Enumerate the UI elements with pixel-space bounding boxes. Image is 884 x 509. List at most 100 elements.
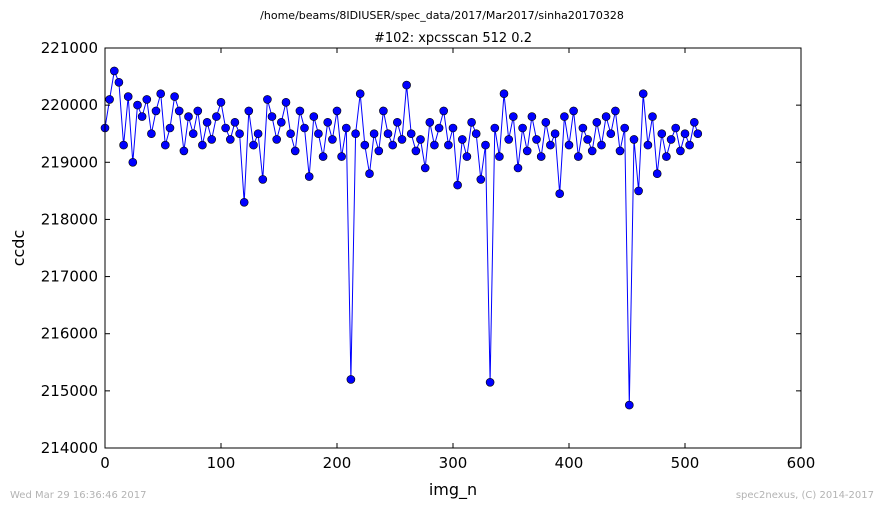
data-point [304,172,314,181]
data-point [546,140,555,150]
data-point [212,112,221,121]
data-point [360,140,370,150]
data-point [239,198,249,207]
data-point [198,140,207,150]
data-point [425,118,435,127]
data-point [202,118,212,127]
data-point [527,112,537,121]
y-tick-label: 221000 [41,39,98,57]
data-point [295,106,305,116]
data-point [467,118,476,127]
data-point [226,135,235,144]
data-point [541,118,551,127]
data-point [174,106,184,116]
data-point [671,123,681,133]
data-point [365,169,374,178]
data-point [276,118,286,127]
x-tick-label: 100 [207,454,236,472]
data-point [123,92,133,101]
data-point [615,146,625,156]
data-point [290,146,300,156]
data-point [230,118,240,127]
data-point [188,129,198,138]
data-point [550,129,560,138]
data-point [392,118,402,127]
footer-credit: spec2nexus, (C) 2014-2017 [736,490,874,501]
data-point [379,106,388,116]
data-point [128,158,138,167]
data-point [430,140,439,150]
data-point [355,89,365,98]
data-point [504,135,514,144]
data-point [578,123,588,133]
y-tick-label: 220000 [41,96,98,114]
data-point [249,140,258,150]
data-point [341,123,351,133]
data-point [420,163,430,173]
data-point [573,152,583,161]
data-point [332,106,342,116]
data-point [629,135,639,144]
data-point [485,377,495,387]
data-point [676,146,685,156]
data-point [318,152,328,161]
data-point [638,89,648,98]
data-point [555,189,565,198]
data-point [263,95,272,104]
data-point [309,112,319,121]
data-point [314,129,323,138]
data-point [693,129,703,138]
data-point [518,123,527,133]
data-point [244,106,254,116]
data-point [402,80,411,90]
data-point [634,186,643,196]
data-point [666,135,676,144]
data-point [624,400,634,410]
data-point [453,180,462,190]
data-point [662,152,671,161]
y-tick-label: 219000 [41,153,98,171]
data-point [253,129,263,138]
y-axis-ticks: 214000 215000 216000 217000 218000 219000 2200… [41,39,801,457]
data-point [137,112,147,121]
data-point [267,112,277,121]
data-point [471,129,481,138]
data-point [606,129,616,138]
data-point [481,140,490,150]
data-point [133,100,142,110]
data-point [411,146,421,156]
data-point [601,112,611,121]
data-point [193,106,203,116]
data-point [221,123,230,133]
data-point [416,135,425,144]
data-point [397,135,407,144]
data-point [114,78,124,87]
x-tick-label: 600 [787,454,816,472]
data-point [597,140,606,150]
data-point [383,129,393,138]
data-point [560,112,569,121]
data-point [286,129,295,138]
data-point [444,140,453,150]
data-point [161,140,170,150]
data-point [689,118,699,127]
data-point [448,123,458,133]
data-point [434,123,444,133]
data-point [508,112,518,121]
data-point [495,152,504,161]
data-point [142,95,152,104]
data-point [569,106,578,116]
data-point [513,163,523,173]
data-point [374,146,384,156]
data-point [388,140,398,150]
data-point [272,135,282,144]
x-tick-label: 500 [671,454,700,472]
data-point [657,129,667,138]
data-point [337,152,346,161]
data-point [648,112,657,121]
data-point [170,92,179,101]
data-point [476,175,486,184]
data-point [105,95,114,104]
data-point [207,135,216,144]
